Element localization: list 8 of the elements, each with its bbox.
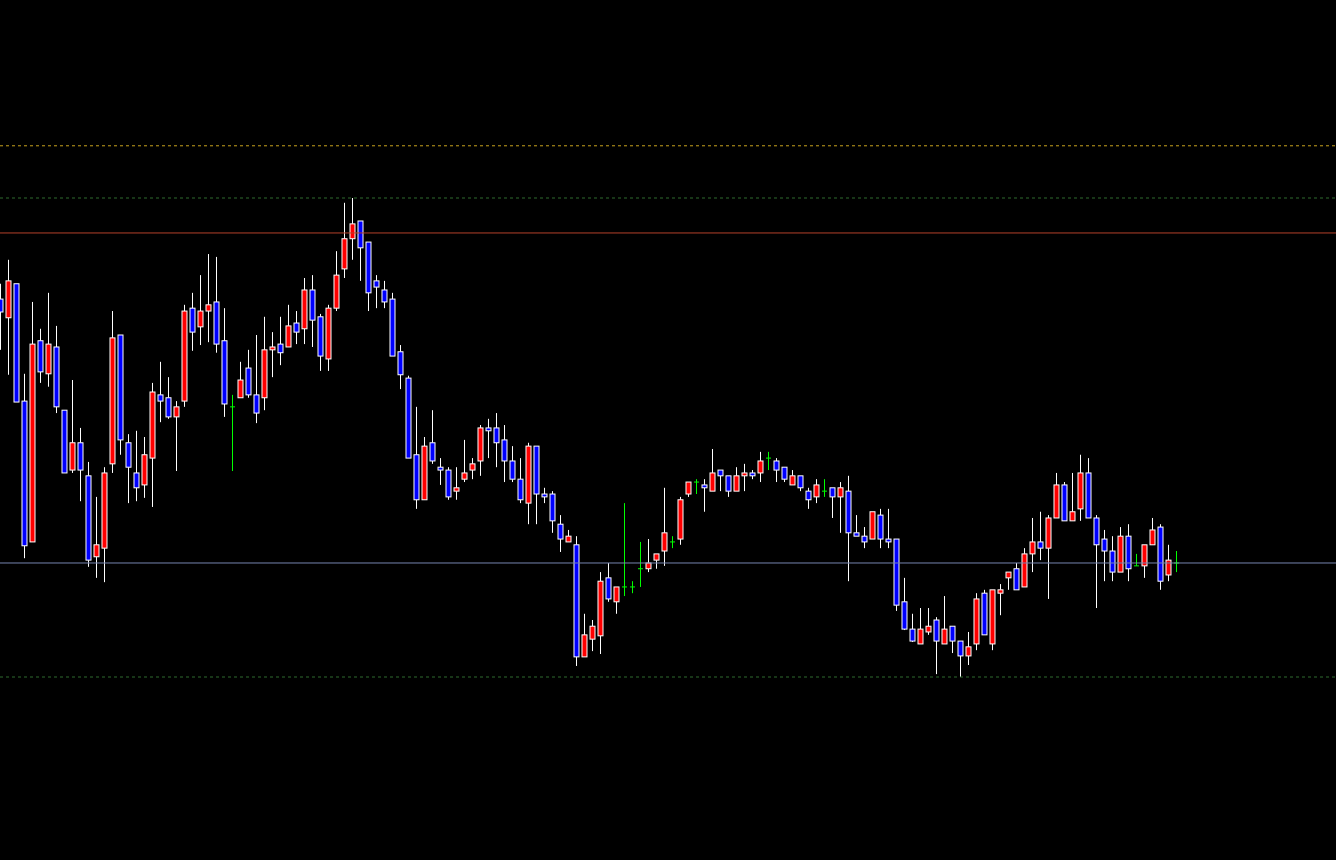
candlestick: [645, 538, 652, 573]
candlestick: [461, 439, 468, 483]
candlestick: [765, 451, 772, 471]
candlestick: [229, 394, 236, 472]
candlestick: [637, 541, 644, 588]
candlestick: [661, 487, 668, 567]
candlestick: [621, 502, 628, 597]
candlestick: [125, 433, 132, 504]
